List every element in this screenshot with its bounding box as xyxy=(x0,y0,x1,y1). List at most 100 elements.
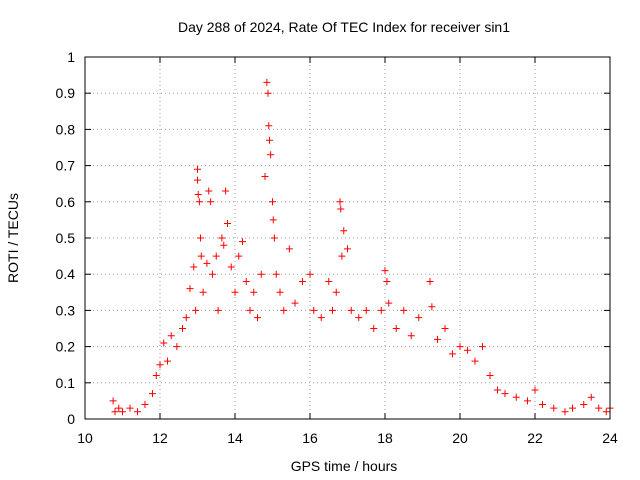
y-tick-label: 0.3 xyxy=(56,302,76,318)
data-point xyxy=(257,270,265,278)
data-point xyxy=(134,408,141,416)
data-point xyxy=(332,288,340,296)
data-point xyxy=(254,314,261,322)
data-point xyxy=(471,357,479,365)
data-point xyxy=(336,198,344,206)
data-point xyxy=(512,393,520,401)
data-point xyxy=(263,78,271,86)
data-point xyxy=(381,267,389,275)
data-point xyxy=(111,408,119,416)
data-point xyxy=(370,325,378,332)
y-tick-label: 0.9 xyxy=(56,85,76,101)
data-point xyxy=(524,397,531,405)
data-point xyxy=(227,263,235,271)
data-point xyxy=(267,151,275,159)
data-point xyxy=(160,339,168,347)
data-point xyxy=(119,408,126,416)
y-tick-label: 0 xyxy=(67,411,75,427)
data-point xyxy=(220,241,228,249)
data-point xyxy=(212,252,220,260)
data-point xyxy=(494,386,501,394)
data-point xyxy=(338,252,346,260)
data-point xyxy=(329,306,336,314)
data-point xyxy=(173,343,181,351)
x-tick-label: 18 xyxy=(377,430,393,446)
data-point xyxy=(362,306,370,314)
data-point xyxy=(325,277,333,285)
data-point xyxy=(501,390,509,398)
data-point xyxy=(182,314,190,322)
data-point xyxy=(441,325,449,332)
data-point xyxy=(561,408,569,416)
data-point xyxy=(186,285,194,293)
data-point xyxy=(218,234,226,242)
data-point xyxy=(264,89,272,97)
data-point xyxy=(355,314,363,322)
data-point xyxy=(195,198,203,206)
data-point xyxy=(269,216,277,224)
data-point xyxy=(207,198,215,206)
data-point xyxy=(203,259,211,267)
y-axis-ticks: 0 0.1 0.2 0.3 0.4 0.5 0.6 0.7 0.8 0.9 1 xyxy=(56,49,610,427)
data-point xyxy=(141,401,149,409)
data-point xyxy=(347,306,355,314)
data-point xyxy=(126,404,134,412)
data-point xyxy=(595,404,603,412)
data-point xyxy=(415,314,423,322)
data-point xyxy=(580,401,588,409)
data-point xyxy=(531,386,539,394)
data-point xyxy=(299,277,306,285)
data-point xyxy=(194,191,202,199)
data-point xyxy=(385,299,393,307)
data-point xyxy=(317,314,325,322)
data-point xyxy=(190,263,198,271)
data-point xyxy=(266,136,273,144)
y-tick-label: 0.1 xyxy=(56,375,76,391)
data-point xyxy=(250,288,258,296)
data-point xyxy=(285,245,293,253)
y-tick-label: 0.4 xyxy=(56,266,76,282)
data-point xyxy=(197,252,205,260)
data-point xyxy=(164,357,171,365)
data-point xyxy=(306,270,314,278)
data-point xyxy=(344,245,351,253)
data-point xyxy=(109,397,117,405)
data-point xyxy=(179,325,186,332)
data-point xyxy=(392,325,400,332)
y-tick-label: 0.7 xyxy=(56,158,76,174)
data-point xyxy=(310,306,318,314)
x-tick-label: 14 xyxy=(227,430,243,446)
x-axis-label: GPS time / hours xyxy=(291,458,398,474)
x-tick-label: 12 xyxy=(152,430,168,446)
data-point xyxy=(205,187,213,195)
data-point xyxy=(291,299,299,307)
data-point xyxy=(426,277,434,285)
data-point xyxy=(231,288,239,296)
data-point xyxy=(239,238,246,246)
y-tick-label: 0.2 xyxy=(56,339,76,355)
data-point xyxy=(197,234,204,242)
data-point xyxy=(222,187,230,195)
data-point xyxy=(194,165,201,173)
data-point xyxy=(152,372,160,380)
data-point xyxy=(269,198,276,206)
data-point xyxy=(337,205,345,213)
data-point xyxy=(214,306,222,314)
data-point xyxy=(479,343,486,351)
data-point xyxy=(156,361,164,369)
data-point xyxy=(265,122,273,130)
x-tick-label: 22 xyxy=(527,430,543,446)
data-points xyxy=(109,78,614,416)
data-point xyxy=(587,393,595,401)
data-point xyxy=(428,303,436,311)
y-tick-label: 1 xyxy=(67,49,75,65)
data-point xyxy=(550,404,558,412)
x-tick-label: 10 xyxy=(77,430,93,446)
data-point xyxy=(434,335,441,343)
y-tick-label: 0.5 xyxy=(56,230,76,246)
y-axis-label: ROTI / TECUs xyxy=(5,193,21,283)
data-point xyxy=(449,350,456,358)
data-point xyxy=(167,332,175,340)
x-tick-label: 16 xyxy=(302,430,318,446)
